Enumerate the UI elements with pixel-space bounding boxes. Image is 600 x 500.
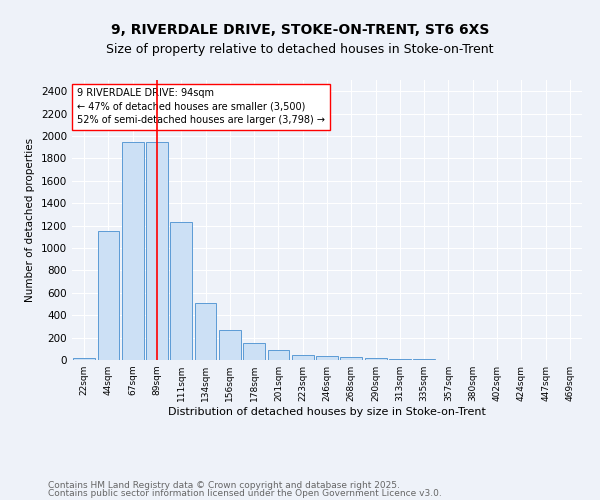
Bar	[146, 142, 168, 360]
Text: Size of property relative to detached houses in Stoke-on-Trent: Size of property relative to detached ho…	[106, 42, 494, 56]
X-axis label: Distribution of detached houses by size in Stoke-on-Trent: Distribution of detached houses by size …	[168, 407, 486, 417]
Text: 9, RIVERDALE DRIVE, STOKE-ON-TRENT, ST6 6XS: 9, RIVERDALE DRIVE, STOKE-ON-TRENT, ST6 …	[111, 22, 489, 36]
Bar	[97, 231, 119, 360]
Bar	[340, 356, 362, 360]
Bar	[194, 303, 217, 360]
Bar	[243, 342, 265, 360]
Bar	[365, 358, 386, 360]
Text: Contains HM Land Registry data © Crown copyright and database right 2025.: Contains HM Land Registry data © Crown c…	[48, 480, 400, 490]
Bar	[170, 222, 192, 360]
Text: 9 RIVERDALE DRIVE: 94sqm
← 47% of detached houses are smaller (3,500)
52% of sem: 9 RIVERDALE DRIVE: 94sqm ← 47% of detach…	[77, 88, 325, 125]
Bar	[292, 355, 314, 360]
Bar	[219, 330, 241, 360]
Bar	[268, 350, 289, 360]
Bar	[316, 356, 338, 360]
Y-axis label: Number of detached properties: Number of detached properties	[25, 138, 35, 302]
Bar	[389, 359, 411, 360]
Bar	[73, 358, 95, 360]
Text: Contains public sector information licensed under the Open Government Licence v3: Contains public sector information licen…	[48, 489, 442, 498]
Bar	[122, 142, 143, 360]
